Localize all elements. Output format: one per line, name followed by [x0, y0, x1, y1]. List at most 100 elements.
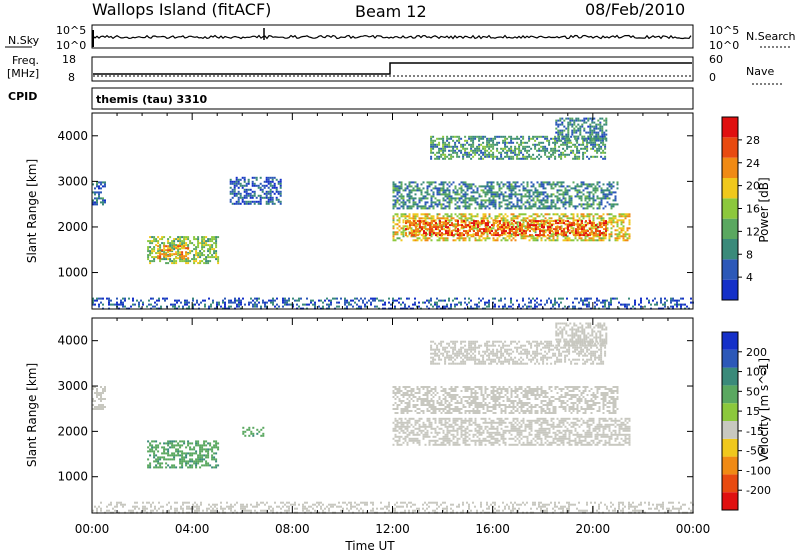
range-cell — [421, 228, 423, 231]
range-cell — [606, 213, 609, 216]
range-cell — [434, 419, 437, 422]
range-cell — [464, 437, 467, 440]
range-cell — [444, 207, 447, 210]
range-cell — [522, 219, 525, 222]
range-cell — [580, 197, 583, 200]
range-cell — [474, 223, 477, 226]
range-cell — [179, 242, 182, 245]
range-cell — [606, 189, 609, 192]
range-cell — [454, 419, 457, 422]
range-cell — [248, 303, 250, 306]
range-cell — [583, 119, 586, 122]
range-cell — [604, 195, 607, 198]
range-cell — [503, 222, 505, 225]
range-cell — [432, 443, 435, 446]
range-cell — [595, 125, 598, 128]
range-cell — [507, 224, 509, 227]
range-cell — [568, 305, 570, 308]
range-cell — [600, 147, 603, 150]
range-cell — [472, 233, 475, 236]
range-cell — [205, 464, 208, 467]
range-cell — [601, 226, 603, 229]
range-cell — [446, 227, 449, 230]
range-cell — [620, 223, 623, 226]
range-cell — [445, 222, 447, 225]
range-cell — [491, 230, 493, 233]
range-cell — [544, 221, 547, 224]
range-cell — [593, 131, 596, 134]
range-cell — [554, 149, 557, 152]
range-cell — [432, 207, 435, 210]
range-cell — [516, 185, 519, 188]
range-cell — [520, 201, 523, 204]
range-cell — [576, 157, 579, 160]
range-cell — [472, 189, 475, 192]
range-cell — [460, 303, 462, 306]
range-cell — [104, 388, 106, 390]
range-cell — [404, 183, 407, 186]
range-cell — [519, 224, 521, 227]
range-cell — [534, 229, 537, 232]
range-cell — [275, 190, 278, 193]
range-cell — [560, 219, 563, 222]
range-cell — [498, 215, 501, 218]
range-cell — [410, 437, 413, 440]
range-cell — [506, 239, 509, 242]
range-cell — [394, 299, 396, 302]
range-cell — [546, 193, 549, 196]
range-cell — [546, 301, 548, 304]
range-cell — [438, 419, 441, 422]
range-cell — [600, 203, 603, 206]
range-cell — [508, 197, 511, 200]
range-cell — [474, 421, 477, 424]
range-cell — [592, 141, 595, 144]
range-cell — [484, 217, 487, 220]
range-cell — [104, 181, 106, 184]
range-cell — [177, 250, 180, 253]
range-cell — [438, 201, 441, 204]
range-cell — [552, 237, 555, 240]
range-cell — [472, 141, 475, 144]
range-cell — [515, 228, 517, 231]
range-cell — [574, 137, 577, 140]
range-cell — [548, 235, 551, 238]
range-cell — [432, 217, 435, 220]
range-cell — [422, 207, 425, 210]
range-cell — [189, 448, 192, 451]
range-cell — [560, 217, 563, 220]
range-cell — [640, 305, 642, 308]
range-cell — [460, 419, 463, 422]
range-cell — [207, 462, 210, 465]
range-cell — [157, 444, 160, 447]
range-cell — [251, 176, 254, 179]
range-cell — [570, 199, 573, 202]
range-cell — [512, 155, 515, 158]
range-cell — [564, 199, 567, 202]
range-cell — [591, 121, 594, 124]
range-cell — [542, 215, 545, 218]
range-cell — [606, 299, 608, 302]
range-cell — [112, 303, 114, 306]
range-cell — [96, 406, 98, 408]
range-cell — [426, 433, 429, 436]
range-cell — [599, 137, 602, 140]
range-cell — [233, 192, 236, 195]
range-cell — [528, 149, 531, 152]
range-cell — [171, 246, 174, 249]
range-cell — [528, 301, 530, 304]
range-cell — [536, 189, 539, 192]
range-cell — [575, 117, 578, 120]
range-cell — [418, 443, 421, 446]
range-cell — [533, 230, 535, 233]
range-cell — [513, 234, 515, 237]
range-cell — [209, 442, 212, 445]
range-cell — [586, 205, 589, 208]
range-cell — [602, 157, 605, 160]
range-cell — [203, 448, 206, 451]
range-cell — [510, 149, 513, 152]
range-cell — [458, 237, 461, 240]
range-cell — [542, 181, 545, 184]
range-cell — [468, 203, 471, 206]
range-cell — [594, 141, 597, 144]
range-cell — [608, 185, 611, 188]
